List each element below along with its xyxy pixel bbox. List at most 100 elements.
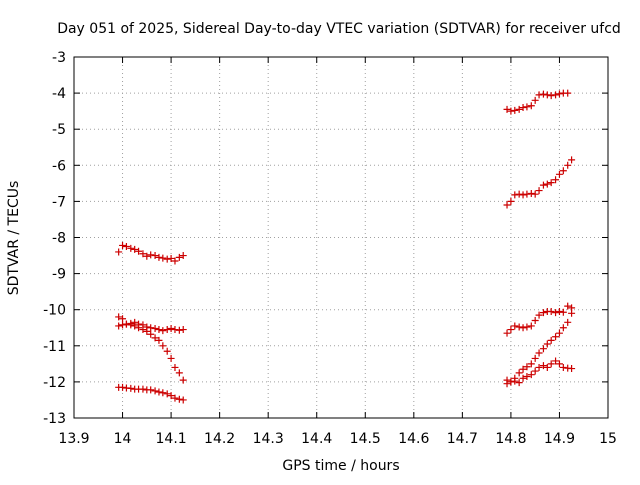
data-point — [127, 244, 135, 252]
data-point — [527, 360, 535, 368]
data-point — [531, 354, 539, 362]
data-point — [547, 179, 555, 187]
y-tick-label: -6 — [52, 158, 66, 174]
x-tick-label: 14.5 — [350, 431, 381, 447]
data-point — [519, 365, 527, 373]
data-point — [507, 197, 515, 205]
data-point — [539, 181, 547, 189]
data-point — [503, 329, 511, 337]
data-point — [564, 302, 572, 310]
series-track-i — [503, 357, 576, 387]
data-point — [179, 396, 187, 404]
data-point — [155, 253, 163, 261]
data-point — [539, 90, 547, 98]
y-tick-label: -13 — [43, 411, 66, 427]
x-tick-label: 14.1 — [156, 431, 187, 447]
x-axis: 13.9 14 14.1 14.2 14.3 14.4 14.5 14.6 14.7 14.8 14… — [58, 57, 617, 447]
data-point — [155, 336, 163, 344]
x-tick-label: 14.2 — [204, 431, 235, 447]
data-point — [564, 89, 572, 97]
data-point — [122, 243, 130, 251]
chart-title: Day 051 of 2025, Sidereal Day-to-day VTE… — [57, 21, 621, 37]
data-point — [135, 247, 143, 255]
data-point — [147, 330, 155, 338]
x-tick-label: 14.4 — [301, 431, 332, 447]
data-point — [568, 309, 576, 317]
y-tick-label: -12 — [43, 375, 66, 391]
data-point — [127, 384, 135, 392]
data-point — [547, 308, 555, 316]
data-point — [179, 376, 187, 384]
data-point — [568, 365, 576, 373]
y-tick-label: -7 — [52, 194, 66, 210]
data-point — [511, 106, 519, 114]
data-point — [523, 372, 531, 380]
data-point — [179, 252, 187, 260]
y-axis: -13 -12 -11 -10 -9 -8 -7 -6 -5 -4 -3 — [43, 50, 608, 427]
data-point — [539, 362, 547, 370]
data-point — [122, 320, 130, 328]
data-point — [543, 91, 551, 99]
series-track-f — [503, 156, 576, 209]
data-point — [507, 107, 515, 115]
data-point — [515, 369, 523, 377]
series-track-a — [115, 241, 187, 265]
data-point — [151, 334, 159, 342]
series-track-g — [503, 302, 576, 337]
data-point — [143, 252, 151, 260]
data-point — [175, 369, 183, 377]
data-point — [519, 104, 527, 112]
data-point — [543, 340, 551, 348]
data-point — [559, 324, 567, 332]
data-point — [175, 326, 183, 334]
x-tick-label: 14 — [114, 431, 132, 447]
x-tick-label: 14.8 — [495, 431, 526, 447]
data-point — [163, 326, 171, 334]
data-point — [511, 191, 519, 199]
data-point — [159, 327, 167, 335]
data-point — [515, 379, 523, 387]
y-tick-label: -10 — [43, 303, 66, 319]
x-tick-label: 15 — [599, 431, 617, 447]
data-point — [539, 309, 547, 317]
y-tick-label: -11 — [43, 339, 66, 355]
data-point — [543, 363, 551, 371]
data-point — [519, 324, 527, 332]
data-point — [559, 308, 567, 316]
data-point — [139, 250, 147, 258]
data-point — [163, 255, 171, 263]
data-point — [119, 315, 127, 323]
data-point — [555, 170, 563, 178]
data-point — [523, 363, 531, 371]
data-point — [555, 329, 563, 337]
data-point — [547, 336, 555, 344]
data-point — [131, 318, 139, 326]
x-tick-label: 14.3 — [253, 431, 284, 447]
data-point — [564, 161, 572, 169]
x-tick-label: 14.7 — [447, 431, 478, 447]
data-point — [519, 191, 527, 199]
data-point — [555, 360, 563, 368]
data-point — [527, 322, 535, 330]
data-point — [555, 308, 563, 316]
data-point — [531, 367, 539, 375]
data-point — [139, 321, 147, 329]
data-point — [552, 357, 560, 365]
data-point — [568, 156, 576, 164]
data-point — [515, 105, 523, 113]
data-point — [119, 241, 127, 249]
y-tick-label: -5 — [52, 122, 66, 138]
data-point — [507, 326, 515, 334]
data-point — [171, 394, 179, 402]
data-point — [159, 254, 167, 262]
data-point — [115, 322, 123, 330]
data-point — [127, 319, 135, 327]
y-tick-label: -9 — [52, 267, 66, 283]
x-tick-label: 13.9 — [58, 431, 89, 447]
data-point — [543, 180, 551, 188]
x-axis-label: GPS time / hours — [282, 458, 399, 474]
data-point — [511, 322, 519, 330]
data-point — [552, 309, 560, 317]
data-point — [535, 349, 543, 357]
